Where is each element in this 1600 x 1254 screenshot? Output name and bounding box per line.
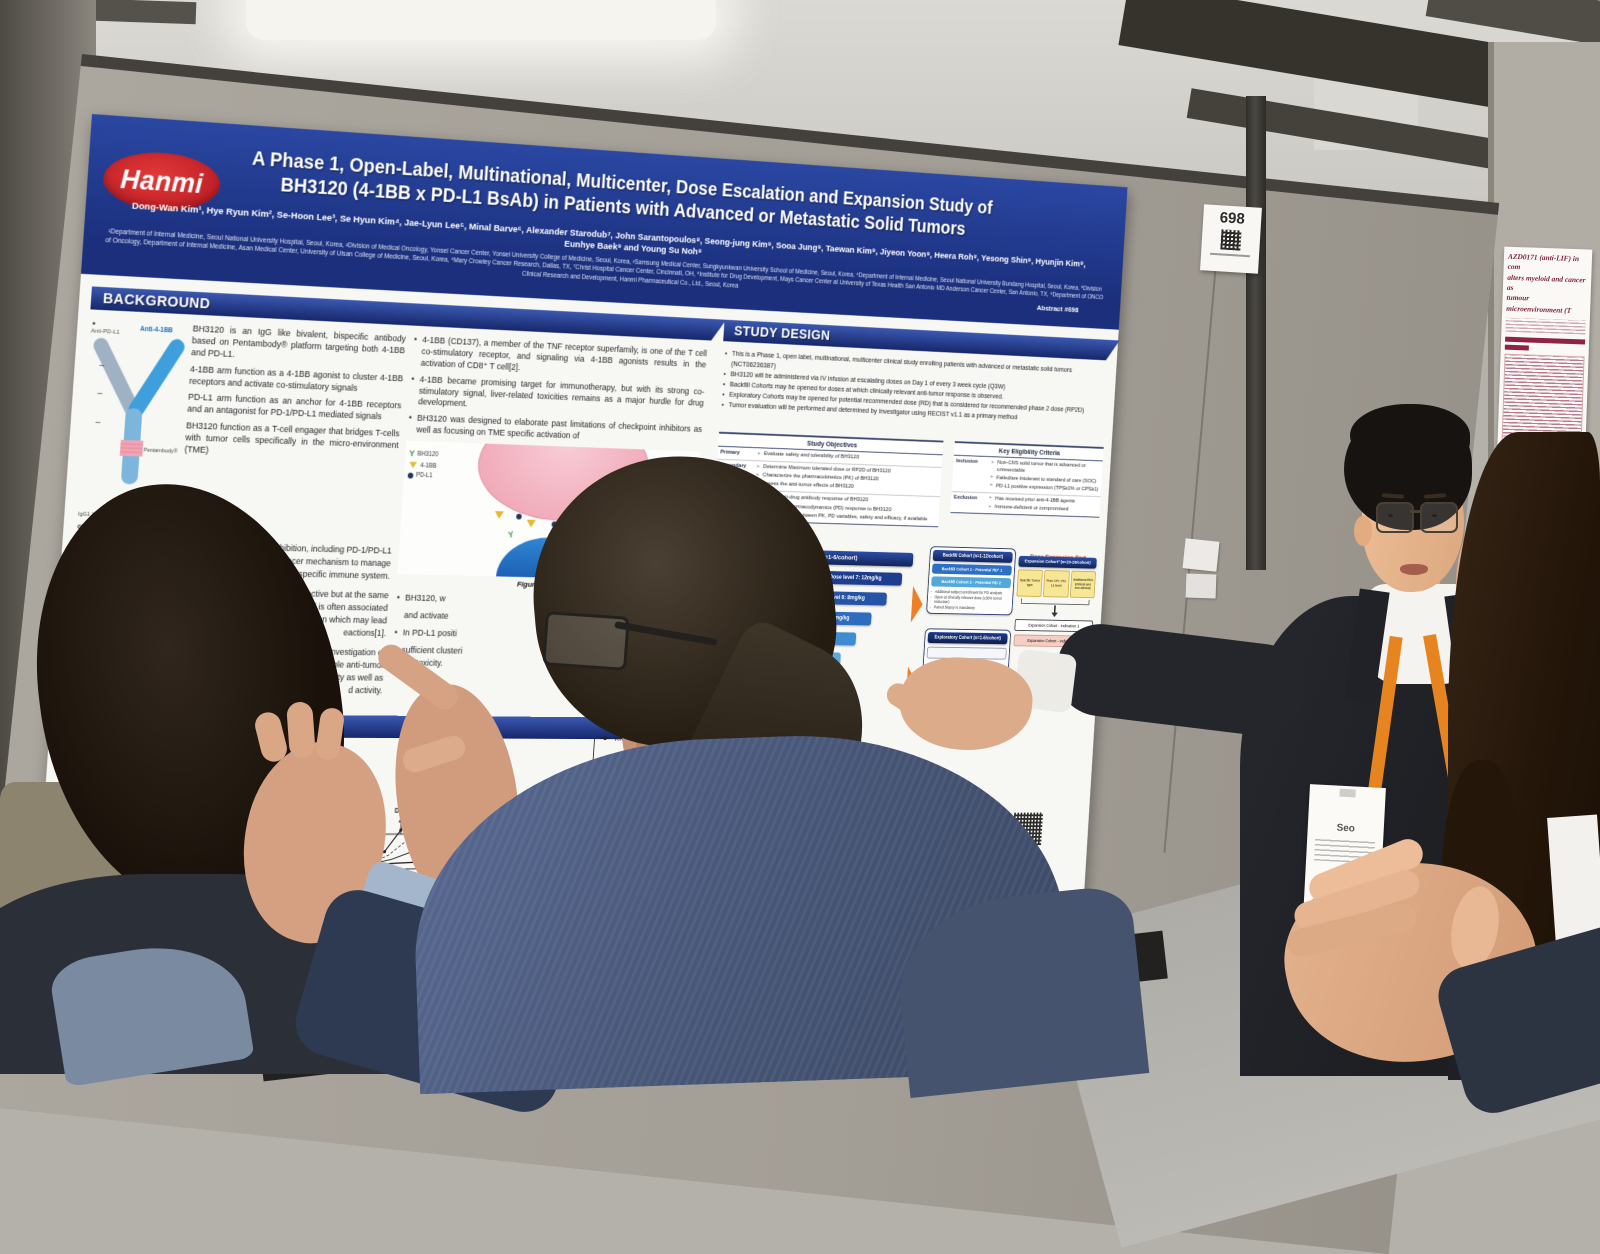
bh3120-molecule-icon <box>507 525 515 543</box>
presenter-mouth <box>1400 564 1428 575</box>
expansion-criteria-box: Specific Tumor type <box>1016 569 1043 597</box>
41bb-legend-icon <box>409 462 417 468</box>
eligibility-table: Key Eligibility Criteria Inclusion Non-C… <box>950 441 1103 518</box>
presenter-ear <box>1354 516 1372 546</box>
abstract-number-card: 698 <box>1200 204 1262 273</box>
neighbor-author-lines <box>1505 318 1585 335</box>
row-label: Inclusion <box>952 456 992 493</box>
table-row: Inclusion Non-CNS solid tumor that is ad… <box>952 456 1103 497</box>
presenter-badge-name: Seo <box>1308 821 1384 836</box>
ceiling-light <box>246 0 716 40</box>
listener-center-glasses-lens <box>542 611 630 671</box>
presenter-glasses-bridge <box>1410 510 1422 513</box>
conference-photo: { "badge": { "number": "698" }, "present… <box>0 0 1600 1066</box>
abstract-number: 698 <box>1203 208 1262 229</box>
study-design-bullets: This is a Phase 1, open label, multinati… <box>720 349 1108 427</box>
row-label: Exclusion <box>950 492 989 513</box>
backfill-note: Paired biopsy is mandatory <box>934 605 1010 612</box>
badge-clip <box>1339 789 1355 798</box>
pdl1-legend-icon <box>408 472 414 478</box>
listener-left-finger <box>286 701 316 759</box>
study-design-heading: STUDY DESIGN <box>734 323 831 343</box>
presenter-hair-fringe <box>1350 404 1470 470</box>
abstract-tag: Abstract #698 <box>1037 304 1079 314</box>
flow-arrow-icon <box>911 586 924 623</box>
brace-shape <box>1021 598 1090 605</box>
neighbor-section-bar <box>1505 337 1585 345</box>
presenter-eye <box>1432 514 1437 517</box>
neighbor-title-line: AZD0171 (anti-LIF) in com <box>1507 252 1588 275</box>
partition-pole <box>1246 96 1266 570</box>
pdl1-icon <box>516 514 522 520</box>
41bb-icon <box>526 520 535 528</box>
table-row: Exclusion Has received prior anti-4-1BB … <box>950 492 1100 517</box>
expansion-banner: Expansion Cohort³ (n=20-29/cohort) <box>1018 556 1097 569</box>
presenter-eye <box>1388 514 1393 517</box>
figure2-legend: BH3120 4-1BB PD-L1 <box>407 448 480 483</box>
neighbor-poster-title: AZD0171 (anti-LIF) in com alters myeloid… <box>1506 252 1588 317</box>
backfill-cohort-box: Backfill Cohort 1 - Potential RD¹ 1 <box>932 564 1012 576</box>
legend-label: PD-L1 <box>416 472 433 479</box>
backfill-banner: Backfill Cohort (n=1-12/cohort) <box>933 550 1013 563</box>
pinned-note <box>1186 573 1217 598</box>
qr-code-icon <box>1220 229 1241 250</box>
41bb-icon <box>494 511 504 519</box>
exploratory-banner: Exploratory Cohort (n=1-6/cohort) <box>928 632 1008 644</box>
backfill-cohort-panel: Backfill Cohort (n=1-12/cohort) Backfill… <box>926 546 1016 615</box>
neighbor-title-line: alters myeloid and cancer as <box>1507 272 1588 295</box>
neighbor-section-bar <box>1505 345 1529 351</box>
legend-label: 4-1BB <box>420 462 437 469</box>
down-arrow-icon <box>1054 605 1056 612</box>
expansion-criteria-box: Additional RDs (clinical and non-clinica… <box>1070 571 1096 598</box>
bh3120-legend-icon <box>409 448 415 458</box>
legend-label: BH3120 <box>417 450 438 458</box>
card-rule <box>1210 253 1251 257</box>
backfill-cohort-box: Backfill Cohort 2 - Potential RD 2 <box>931 576 1011 588</box>
down-arrow-icon <box>1051 613 1058 618</box>
expansion-criteria-box: Prior CPI / PD-L1 level <box>1043 570 1070 598</box>
presenter-glasses-lens <box>1376 502 1414 533</box>
neighbor-title-line: tumour microenvironment (T <box>1506 293 1587 316</box>
background-heading: BACKGROUND <box>102 291 210 312</box>
presenter-glasses-lens <box>1420 502 1458 533</box>
row-label: Primary <box>717 447 757 461</box>
background-bullet: 4-1BB became promising target for immuno… <box>418 374 705 420</box>
